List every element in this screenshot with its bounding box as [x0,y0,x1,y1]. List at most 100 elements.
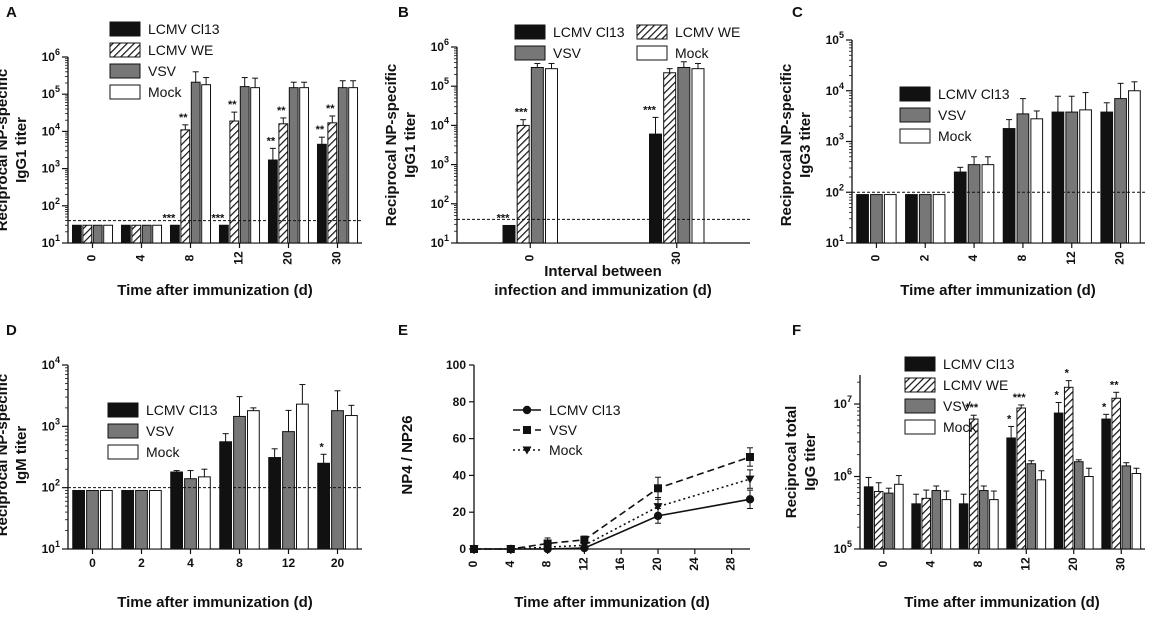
bar [348,87,359,244]
legend-swatch [904,419,936,435]
significance-label: *** [497,212,511,224]
bar [1053,412,1064,550]
legend-label: VSV [146,423,175,439]
legend-swatch [109,84,141,100]
x-axis-title: infection and immunization (d) [494,282,712,299]
bar [103,224,114,244]
legend-swatch [899,107,931,123]
marker-circle [745,495,755,504]
bar [121,489,135,550]
bar [170,471,184,550]
bar [1016,407,1026,550]
bar [1079,109,1092,244]
bar [250,87,261,244]
panel-letter: E [398,322,408,339]
bar [288,87,299,244]
panel-letter: C [792,4,803,21]
legend-label: LCMV WE [148,42,213,58]
bar [219,441,233,550]
significance-label: ** [1110,379,1119,391]
bar [1084,476,1094,550]
x-tick-label: 8 [1015,254,1029,261]
legend-label: LCMV WE [675,24,740,40]
bar [1065,111,1079,244]
series-line [474,498,751,550]
bar [863,486,874,550]
y-tick-label: 20 [453,505,467,519]
marker-triangle-down [469,545,479,554]
legend-label: Mock [943,419,977,435]
x-tick-label: 20 [650,557,664,571]
bar [1128,90,1141,244]
bar [544,68,558,244]
bar [120,224,131,244]
x-axis-title: Time after immunization (d) [900,282,1096,299]
legend-label: Mock [146,444,180,460]
significance-label: * [319,441,324,453]
bar [894,483,904,550]
y-tick-label: 103 [42,416,60,433]
y-tick-label: 101 [42,233,60,250]
legend-label: LCMV Cl13 [148,21,220,37]
bar [1026,463,1037,550]
marker-triangle-down [653,503,663,512]
bar [932,194,946,244]
panel-b: B Reciprocal NP-specific IgG1 titer Interva… [383,4,750,299]
bar [663,72,677,244]
y-tick-label: 105 [826,30,844,47]
bar [989,499,999,550]
legend-swatch [636,45,668,61]
bar [883,194,897,244]
marker-circle [522,405,532,415]
significance-label: *** [1013,392,1027,404]
bar [905,194,918,244]
legend-label: LCMV WE [943,377,1008,393]
bar [921,497,931,550]
y-tick-label: 105 [42,84,60,101]
bar [981,164,995,244]
bar [299,87,310,244]
x-tick-label: 2 [917,254,931,261]
bar [1074,461,1084,550]
significance-label: * [1007,413,1012,425]
y-tick-label: 102 [42,196,60,213]
y-tick-label: 104 [42,121,60,138]
x-tick-label: 16 [613,557,627,571]
bar [1111,397,1121,550]
y-tick-label: 105 [834,539,852,556]
legend-swatch [899,128,931,144]
legend-swatch [904,356,936,372]
x-tick-label: 0 [89,556,96,570]
marker-square [654,484,662,493]
legend-swatch [109,21,141,37]
bar [86,489,99,550]
significance-label: ** [228,99,237,111]
legend-label: VSV [943,398,972,414]
y-tick-label: 102 [826,182,844,199]
bar [180,129,191,244]
significance-label: ** [277,105,286,117]
x-tick-label: 28 [724,557,738,571]
bar [229,120,240,244]
bar [131,224,142,244]
bar [958,503,969,550]
x-tick-label: 4 [134,254,148,261]
panel-letter: D [6,322,17,339]
bar [884,492,894,550]
bar [1036,479,1047,550]
bar [190,81,201,244]
bar [502,224,516,244]
y-axis-title: Reciprocal NP-specific IgG3 titer [778,64,814,227]
y-axis-title: Reciprocal NP-specific IgG1 titer [0,69,30,232]
panel-a: A Reciprocal NP-specific IgG1 titer Time af… [0,4,362,299]
bar [201,84,212,244]
x-tick-label: 0 [466,560,480,567]
bar [327,122,338,244]
bar [239,86,250,244]
bar [337,87,348,244]
panel-d: D Reciprocal NP-specific IgM titer Time aft… [0,322,362,611]
legend-swatch [109,42,141,58]
bar [1100,111,1114,244]
panel-f: F Reciprocal total IgG titer Time after imm… [783,322,1145,611]
x-tick-label: 0 [85,254,99,261]
